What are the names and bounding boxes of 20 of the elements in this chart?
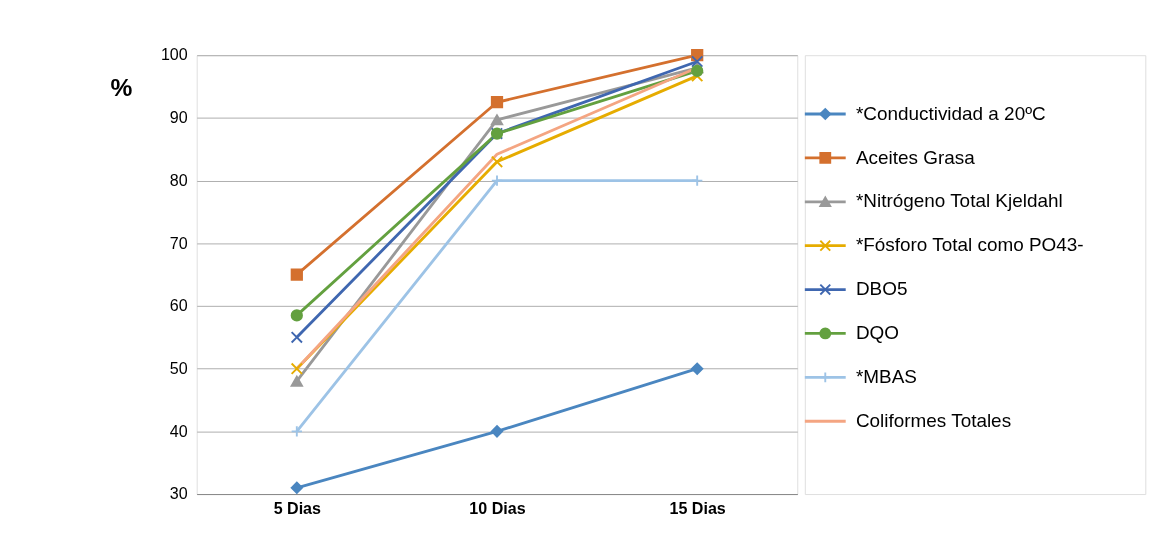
- legend-label: *Nitrógeno Total Kjeldahl: [855, 190, 1063, 212]
- y-tick-label: 70: [169, 233, 188, 252]
- y-tick-label: 90: [169, 108, 188, 127]
- y-tick-label: 30: [169, 484, 188, 503]
- y-tick-label: 60: [169, 296, 188, 315]
- legend-label: DBO5: [855, 278, 908, 300]
- legend-label: DQO: [855, 322, 899, 344]
- y-tick-label: 100: [160, 45, 188, 64]
- x-tick-label: 10 Dias: [469, 499, 526, 518]
- x-tick-label: 15 Dias: [669, 499, 726, 518]
- x-tick-label: 5 Dias: [273, 499, 322, 518]
- legend-label: *Fósforo Total como PO43-: [855, 234, 1084, 256]
- legend-label: Coliformes Totales: [855, 409, 1012, 431]
- y-tick-label: 80: [169, 170, 188, 189]
- legend-label: *MBAS: [855, 366, 917, 388]
- y-tick-label: 40: [169, 421, 188, 440]
- legend-label: *Conductividad a 20ºC: [855, 102, 1046, 124]
- legend-label: Aceites Grasa: [855, 146, 976, 168]
- y-axis-title: %: [110, 74, 133, 102]
- y-tick-label: 50: [169, 358, 188, 377]
